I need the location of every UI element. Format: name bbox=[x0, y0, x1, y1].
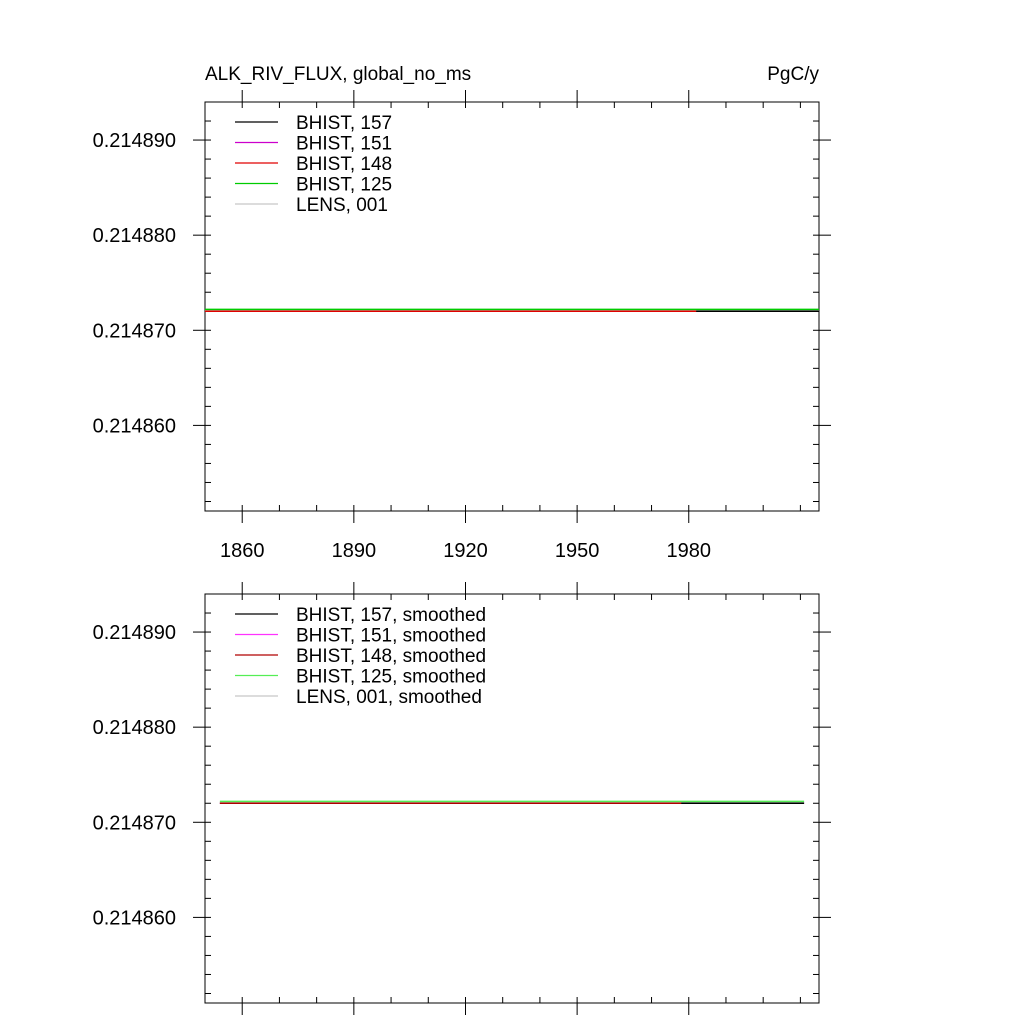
legend-label: BHIST, 157, smoothed bbox=[296, 605, 486, 626]
legend-label: LENS, 001, smoothed bbox=[296, 687, 482, 708]
legend-label: BHIST, 125 bbox=[296, 175, 392, 196]
chart-panel-1: 0.214860 0.214870 0.214880 0.214890 1860 1890… bbox=[93, 90, 831, 562]
legend-label: BHIST, 148, smoothed bbox=[296, 646, 486, 667]
x-tick-label: 1890 bbox=[332, 540, 377, 562]
x-tick-label: 1920 bbox=[443, 540, 488, 562]
legend-label: BHIST, 148 bbox=[296, 154, 392, 175]
plot-frame bbox=[204, 593, 820, 1004]
legend-label: BHIST, 151, smoothed bbox=[296, 626, 486, 647]
chart-title: ALK_RIV_FLUX, global_no_ms bbox=[205, 64, 472, 85]
y-tick-label: 0.214880 bbox=[93, 717, 176, 739]
y-tick-label: 0.214870 bbox=[93, 812, 176, 834]
legend-label: BHIST, 157 bbox=[296, 113, 392, 134]
units-label: PgC/y bbox=[767, 64, 819, 85]
legend-label: BHIST, 125, smoothed bbox=[296, 667, 486, 688]
y-tick-label: 0.214860 bbox=[93, 415, 176, 437]
chart-panel-2: 0.214860 0.214870 0.214880 0.214890 BHIST, 1… bbox=[93, 582, 831, 1015]
x-tick-label: 1980 bbox=[667, 540, 712, 562]
x-tick-label: 1860 bbox=[220, 540, 265, 562]
y-tick-label: 0.214890 bbox=[93, 130, 176, 152]
legend-label: LENS, 001 bbox=[296, 195, 388, 216]
y-tick-label: 0.214880 bbox=[93, 225, 176, 247]
plot-frame bbox=[204, 101, 820, 512]
y-tick-label: 0.214860 bbox=[93, 907, 176, 929]
legend-label: BHIST, 151 bbox=[296, 134, 392, 155]
x-tick-label: 1950 bbox=[555, 540, 600, 562]
y-tick-label: 0.214870 bbox=[93, 320, 176, 342]
y-tick-label: 0.214890 bbox=[93, 622, 176, 644]
